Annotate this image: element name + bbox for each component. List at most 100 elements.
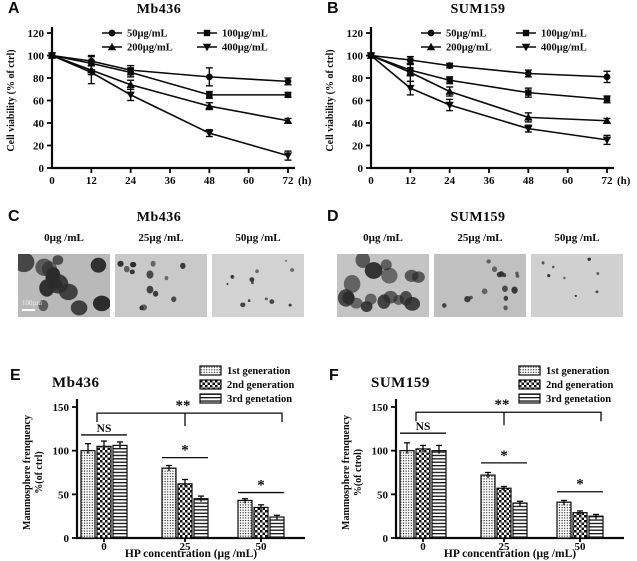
micrograph-mb436-50ug: 50µg /mL (212, 232, 304, 317)
svg-text:50: 50 (58, 489, 70, 501)
svg-text:100µg/mL: 100µg/mL (541, 29, 587, 40)
svg-text:12: 12 (86, 175, 98, 187)
svg-text:150: 150 (53, 402, 70, 414)
svg-text:Mammosphere frenquency: Mammosphere frenquency (341, 415, 352, 530)
svg-text:3rd genetation: 3rd genetation (227, 394, 292, 405)
micrograph-sum159-50ug: 50µg /mL (531, 232, 623, 317)
svg-text:0: 0 (49, 175, 55, 187)
panel-letter-d: D (327, 208, 339, 225)
panel-f-title: SUM159 (371, 375, 430, 391)
svg-text:50µg/mL: 50µg/mL (127, 29, 167, 40)
svg-text:50: 50 (256, 541, 268, 553)
svg-text:120: 120 (28, 28, 45, 40)
micrograph-sum159-0ug: 0µg /mL (337, 232, 429, 317)
svg-text:**: ** (495, 397, 510, 413)
svg-text:50: 50 (377, 489, 389, 501)
svg-text:2nd generation: 2nd generation (227, 380, 295, 391)
panel-d: D SUM159 0µg /mL 25µg /mL 50µg /mL (319, 192, 637, 345)
svg-text:400µg/mL: 400µg/mL (541, 43, 587, 54)
micrograph-label: 50µg /mL (554, 232, 600, 244)
svg-text:12: 12 (405, 175, 417, 187)
svg-text:36: 36 (165, 175, 177, 187)
svg-text:60: 60 (33, 96, 45, 108)
svg-text:72: 72 (283, 175, 295, 187)
svg-text:25: 25 (499, 541, 511, 553)
svg-text:100: 100 (347, 51, 364, 63)
panel-a: A Mb436 0 20 40 60 80 100 120 0 12 24 36 48 60 72 (h) C… (0, 0, 318, 192)
svg-text:0: 0 (368, 175, 374, 187)
svg-text:80: 80 (352, 73, 364, 85)
svg-text:60: 60 (243, 175, 255, 187)
svg-text:*: * (500, 448, 508, 464)
svg-text:25: 25 (180, 541, 192, 553)
panel-c-title: Mb436 (136, 210, 182, 225)
svg-text:50µg/mL: 50µg/mL (446, 29, 486, 40)
svg-text:150: 150 (372, 402, 389, 414)
svg-text:24: 24 (444, 175, 456, 187)
micrograph-label: 50µg /mL (235, 232, 281, 244)
panel-letter-f: F (329, 367, 339, 384)
svg-text:100µg/mL: 100µg/mL (222, 29, 268, 40)
svg-text:72: 72 (602, 175, 614, 187)
svg-text:1st generation: 1st generation (546, 366, 609, 377)
svg-text:48: 48 (204, 175, 216, 187)
micrograph-label: 25µg /mL (138, 232, 184, 244)
panel-e-title: Mb436 (52, 375, 100, 391)
micrograph-image (434, 254, 526, 317)
svg-text:HP concentration (µg /mL): HP concentration (µg /mL) (444, 548, 576, 560)
micrograph-image (115, 254, 207, 317)
panel-e: E Mb436 0 50 100 150 0 25 50 HP concentration (… (0, 345, 318, 561)
micrograph-image: 100µm (18, 254, 110, 317)
panel-b-title: SUM159 (450, 2, 506, 17)
svg-text:**: ** (176, 398, 191, 414)
svg-text:20: 20 (33, 141, 45, 153)
micrograph-row-sum159: 0µg /mL 25µg /mL 50µg /mL (337, 232, 623, 317)
svg-text:0: 0 (383, 533, 389, 545)
svg-text:100: 100 (28, 51, 45, 63)
svg-text:60: 60 (562, 175, 574, 187)
svg-text:20: 20 (352, 141, 364, 153)
panel-c: C Mb436 0µg /mL 100µm 25µg /mL 50µg /mL (0, 192, 318, 345)
svg-text:3rd genetation: 3rd genetation (546, 394, 611, 405)
svg-text:100µm: 100µm (22, 299, 43, 307)
micrograph-image (212, 254, 304, 317)
svg-text:NS: NS (97, 423, 112, 435)
svg-text:*: * (257, 478, 265, 494)
svg-text:200µg/mL: 200µg/mL (446, 43, 492, 54)
svg-text:80: 80 (33, 73, 45, 85)
micrograph-mb436-0ug: 0µg /mL 100µm (18, 232, 110, 317)
svg-text:40: 40 (33, 118, 45, 130)
svg-text:2nd generation: 2nd generation (546, 380, 614, 391)
svg-text:0: 0 (64, 533, 70, 545)
micrograph-image (337, 254, 429, 317)
svg-text:*: * (576, 477, 584, 493)
svg-text:0: 0 (39, 163, 45, 175)
micrograph-label: 0µg /mL (363, 232, 403, 244)
panel-letter-e: E (10, 367, 21, 384)
panel-b: B SUM159 0 20 40 60 80 100 120 0 12 24 36 48 60 72 (h)… (319, 0, 637, 192)
panel-d-title: SUM159 (450, 210, 506, 225)
svg-text:(h): (h) (298, 175, 312, 187)
svg-text:Cell viability (% of ctrl): Cell viability (% of ctrl) (325, 49, 336, 151)
micrograph-sum159-25ug: 25µg /mL (434, 232, 526, 317)
micrograph-mb436-25ug: 25µg /mL (115, 232, 207, 317)
micrograph-row-mb436: 0µg /mL 100µm 25µg /mL 50µg /mL (18, 232, 304, 317)
line-chart-mb436: 0 20 40 60 80 100 120 0 12 24 36 48 60 72 (h) Cell viab… (6, 27, 312, 187)
svg-text:HP concentration (µg /mL): HP concentration (µg /mL) (125, 548, 257, 560)
svg-text:Cell viability (% of ctrl): Cell viability (% of ctrl) (6, 49, 17, 151)
svg-text:0: 0 (420, 541, 426, 553)
svg-text:400µg/mL: 400µg/mL (222, 43, 268, 54)
svg-text:*: * (181, 443, 189, 459)
svg-text:Mammosphere frenquency: Mammosphere frenquency (22, 415, 33, 530)
svg-text:40: 40 (352, 118, 364, 130)
micrograph-label: 0µg /mL (44, 232, 84, 244)
line-chart-sum159: 0 20 40 60 80 100 120 0 12 24 36 48 60 72 (h) Cell viab… (325, 27, 631, 187)
panel-f: F SUM159 0 50 100 150 0 25 50 HP concentration … (319, 345, 637, 561)
svg-text:NS: NS (416, 421, 431, 433)
panel-letter-b: B (327, 0, 339, 17)
svg-text:%(of ctrol): %(of ctrol) (353, 449, 364, 496)
svg-text:0: 0 (101, 541, 107, 553)
